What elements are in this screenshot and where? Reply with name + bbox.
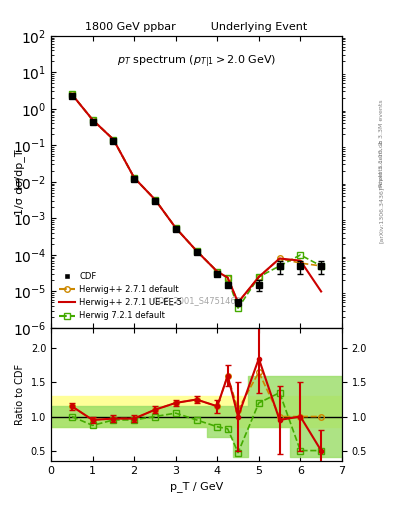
Text: [arXiv:1306.3436]: [arXiv:1306.3436] [379, 187, 384, 243]
Title: 1800 GeV ppbar          Underlying Event: 1800 GeV ppbar Underlying Event [85, 23, 308, 32]
Y-axis label: 1/σ dσ/dp_T: 1/σ dσ/dp_T [14, 149, 25, 215]
Text: $p_T$ spectrum ($p_{T|1} > 2.0$ GeV): $p_T$ spectrum ($p_{T|1} > 2.0$ GeV) [117, 53, 276, 69]
X-axis label: p_T / GeV: p_T / GeV [170, 481, 223, 492]
Text: Rivet 3.1.10, ≥ 3.3M events: Rivet 3.1.10, ≥ 3.3M events [379, 99, 384, 187]
Text: CDF_2001_S4751469: CDF_2001_S4751469 [152, 295, 241, 305]
Legend: CDF, Herwig++ 2.7.1 default, Herwig++ 2.7.1 UE-EE-5, Herwig 7.2.1 default: CDF, Herwig++ 2.7.1 default, Herwig++ 2.… [55, 269, 186, 324]
Text: mcplots.cern.ch: mcplots.cern.ch [379, 139, 384, 189]
Y-axis label: Ratio to CDF: Ratio to CDF [15, 364, 25, 425]
